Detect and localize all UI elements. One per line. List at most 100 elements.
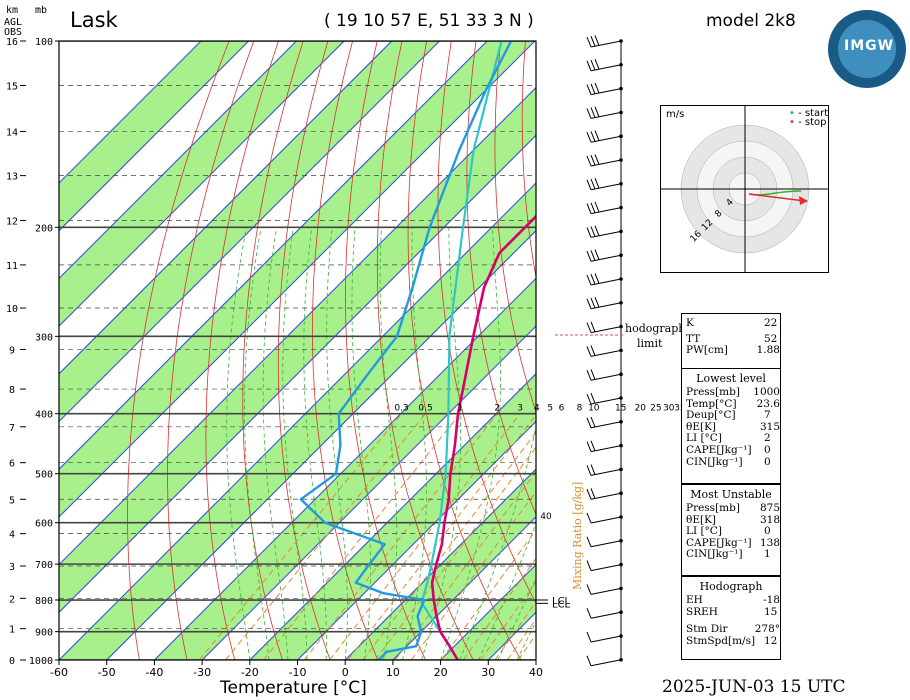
isotherm-line bbox=[154, 277, 536, 660]
most-unstable-row: CAPE[Jkg⁻¹] 138 bbox=[682, 536, 780, 550]
moist-adiabat bbox=[402, 227, 427, 660]
wind-barb-shaft bbox=[590, 373, 622, 381]
wind-barb-shaft bbox=[590, 611, 622, 619]
mixing-ratio-value: 6 bbox=[559, 404, 565, 414]
isotherm-line bbox=[59, 134, 536, 614]
wind-barb-flag bbox=[586, 393, 592, 405]
wind-barb-flag bbox=[590, 83, 596, 94]
km-tick-label: 8 bbox=[9, 385, 15, 396]
km-tick-label: 0 bbox=[9, 656, 15, 667]
wind-barb-flag bbox=[586, 465, 592, 476]
pw-label: PW[cm] bbox=[686, 344, 728, 357]
wind-barb-flag bbox=[590, 202, 596, 213]
wind-barb bbox=[586, 393, 623, 405]
hodograph-stat-value: -18 bbox=[763, 594, 780, 606]
most-unstable-key: CIN[Jkg⁻¹] bbox=[686, 548, 743, 561]
pressure-tick-label: 200 bbox=[35, 223, 53, 234]
isotherm-line bbox=[59, 41, 250, 232]
km-tick-label: 3 bbox=[9, 562, 15, 573]
wind-barb-flag bbox=[594, 225, 600, 236]
most-unstable-rows: Press[mb] 875 θE[K] 318 LI [°C] 0 CAPE[Jkg⁻¹] 1… bbox=[682, 502, 780, 561]
wind-barb-flag bbox=[586, 322, 592, 333]
x-tick-label: 10 bbox=[386, 666, 400, 679]
most-unstable-row: CIN[Jkg⁻¹] 1 bbox=[682, 549, 780, 561]
moist-adiabat bbox=[326, 227, 348, 660]
wind-barb-flag bbox=[586, 417, 592, 428]
mixing-ratio-line bbox=[225, 413, 426, 660]
wind-barb-flag bbox=[586, 84, 592, 95]
temperature-profile-line bbox=[430, 214, 536, 660]
dry-adiabat bbox=[871, 41, 910, 660]
wind-barb-flag bbox=[586, 108, 592, 119]
isotherm-line bbox=[59, 41, 488, 470]
hodograph-storm-vector bbox=[748, 193, 806, 202]
mixing-ratio-value: 3 bbox=[517, 404, 523, 414]
wind-barb bbox=[586, 82, 623, 96]
km-tick-label: 16 bbox=[6, 37, 18, 48]
most-unstable-value: 0 bbox=[764, 525, 771, 538]
km-tick-label: 9 bbox=[9, 345, 15, 356]
lowest-level-key: Deup[°C] bbox=[686, 409, 736, 422]
lowest-level-value: 23.6 bbox=[756, 397, 780, 410]
hodograph-stat-value: 15 bbox=[764, 605, 778, 618]
hodograph-limit-label-2: limit bbox=[637, 337, 663, 350]
most-unstable-value: 318 bbox=[759, 513, 780, 526]
pressure-tick-label: 1000 bbox=[29, 656, 53, 667]
most-unstable-key: CAPE[Jkg⁻¹] bbox=[686, 536, 752, 549]
km-tick-label: 11 bbox=[6, 261, 18, 272]
k-value: 22 bbox=[764, 317, 778, 329]
wind-barb-flag bbox=[586, 441, 592, 452]
most-unstable-row: θE[K] 318 bbox=[682, 513, 780, 527]
wind-barb-dot bbox=[619, 110, 623, 115]
index-tt: TT 52 bbox=[682, 333, 780, 346]
moist-adiabat bbox=[379, 227, 398, 660]
mixing-ratio-value: 30 bbox=[663, 404, 675, 414]
x-tick-label: -10 bbox=[289, 666, 307, 679]
isotherm-line bbox=[59, 41, 440, 423]
km-tick-label: 5 bbox=[9, 495, 15, 506]
lcl-label: LCL bbox=[552, 599, 571, 610]
wind-barb-flag bbox=[590, 250, 596, 261]
pressure-tick-label: 900 bbox=[35, 628, 53, 639]
most-unstable-panel: Most Unstable Press[mb] 875 θE[K] 318 LI [°C… bbox=[681, 484, 781, 576]
km-tick-label: 7 bbox=[9, 423, 15, 434]
mixing-ratio-value: 1 bbox=[457, 404, 463, 414]
lowest-level-value: 2 bbox=[764, 432, 771, 445]
mixing-ratio-line bbox=[374, 446, 536, 660]
wind-barb-shaft bbox=[590, 468, 622, 476]
wind-barb-shaft bbox=[590, 492, 622, 500]
wind-barb bbox=[586, 59, 623, 72]
mixing-ratio-line bbox=[462, 557, 536, 660]
wind-barb-flag bbox=[586, 655, 592, 666]
mb-unit-label: mb bbox=[35, 5, 48, 16]
mixing-ratio-line bbox=[410, 490, 536, 660]
mixing-ratio-axis-label: Mixing Ratio [g/kg] bbox=[571, 482, 584, 590]
mixing-ratio-line bbox=[480, 581, 536, 660]
km-tick-label: 4 bbox=[9, 530, 15, 541]
most-unstable-key: θE[K] bbox=[686, 513, 717, 526]
km-tick-label: 2 bbox=[9, 594, 15, 605]
lowest-level-value: 0 bbox=[764, 455, 771, 468]
most-unstable-title: Most Unstable bbox=[690, 488, 772, 501]
wind-barb-flag bbox=[594, 249, 600, 260]
hodograph-stat-row: SREH 15 bbox=[682, 605, 780, 619]
hodograph-stat-row: EH -18 bbox=[682, 594, 780, 607]
mixing-ratio-value: 8 bbox=[577, 404, 583, 414]
wind-barb-flag bbox=[594, 130, 600, 141]
mixing-ratio-value: 4 bbox=[534, 404, 540, 414]
wind-barb-shaft bbox=[590, 635, 622, 643]
lowest-level-row: Deup[°C] 7 bbox=[682, 410, 780, 422]
wind-barb bbox=[586, 440, 623, 453]
moist-adiabat bbox=[262, 227, 289, 660]
x-tick-label: -60 bbox=[50, 666, 68, 679]
mixing-ratio-value: 40 bbox=[540, 512, 552, 522]
wind-barb-shaft bbox=[590, 159, 622, 167]
moist-adiabat bbox=[226, 227, 251, 660]
wind-barb bbox=[586, 608, 623, 619]
hodograph-limit-label-1: hodograph bbox=[625, 322, 686, 335]
isotherm-line bbox=[297, 420, 536, 660]
wind-barb-flag bbox=[586, 155, 592, 167]
lowest-level-row: Press[mb] 1000 bbox=[682, 386, 780, 399]
wind-barb-shaft bbox=[590, 111, 622, 119]
dry-adiabat bbox=[376, 41, 474, 660]
